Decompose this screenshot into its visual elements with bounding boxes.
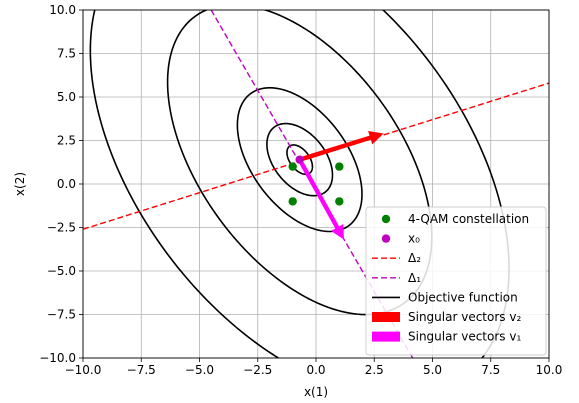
axes: −10.0 −7.5 −5.0 −2.5 0.0 2.5 5.0 7.5 10.0 −10.0 −7…	[13, 3, 562, 399]
legend-objective-label: Objective function	[408, 290, 518, 304]
legend-delta2-label: Δ₂	[408, 251, 421, 265]
x-tick-label: −5.0	[185, 363, 214, 377]
x-tick-label: 2.5	[365, 363, 384, 377]
constellation-point	[288, 162, 297, 171]
legend-singular-v2-swatch	[372, 312, 400, 322]
x-axis-label: x(1)	[304, 385, 328, 399]
y-tick-label: −10.0	[39, 351, 76, 365]
x-tick-label: 0.0	[306, 363, 325, 377]
y-tick-label: −7.5	[47, 308, 76, 322]
y-tick-label: 7.5	[57, 47, 76, 61]
legend-constellation-label: 4-QAM constellation	[408, 212, 529, 226]
constellation-point	[335, 162, 344, 171]
legend-singular-v1-swatch	[372, 331, 400, 342]
y-axis-label: x(2)	[13, 172, 27, 196]
x-tick-label: 10.0	[536, 363, 563, 377]
legend: 4-QAM constellation x₀ Δ₂ Δ₁ Objective funct…	[365, 206, 547, 356]
y-tick-label: 5.0	[57, 90, 76, 104]
legend-box	[365, 206, 547, 356]
x-tick-label: −7.5	[127, 363, 156, 377]
legend-x0-marker	[381, 234, 391, 243]
legend-constellation-marker	[381, 214, 391, 224]
singular-vector-v2-arrow	[299, 131, 384, 162]
y-tick-label: 0.0	[57, 177, 76, 191]
constellation-point	[335, 197, 344, 206]
x-tick-label: 7.5	[481, 363, 500, 377]
y-tick-label: −2.5	[47, 221, 76, 235]
singular-vector-v1-arrow	[297, 158, 344, 240]
objective-contour	[89, 10, 510, 358]
y-tick-label: 10.0	[49, 3, 76, 17]
legend-x0-label: x₀	[408, 232, 420, 246]
legend-singular-v1-label: Singular vectors v₁	[408, 330, 521, 344]
constellation-point	[288, 197, 297, 206]
x-tick-label: −10.0	[65, 363, 102, 377]
x-tick-label: 5.0	[423, 363, 442, 377]
x0-point	[295, 155, 304, 164]
y-tick-label: −5.0	[47, 264, 76, 278]
x-tick-label: −2.5	[243, 363, 272, 377]
legend-singular-v2-label: Singular vectors v₂	[408, 310, 521, 324]
legend-delta1-label: Δ₁	[408, 271, 421, 285]
y-tick-label: 2.5	[57, 134, 76, 148]
